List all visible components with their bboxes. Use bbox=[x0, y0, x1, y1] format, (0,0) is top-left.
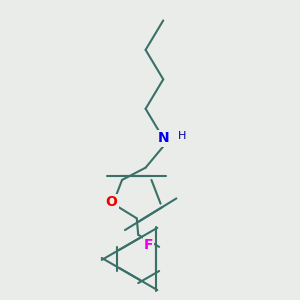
Text: O: O bbox=[106, 195, 117, 209]
Text: F: F bbox=[144, 238, 154, 251]
Text: N: N bbox=[158, 131, 169, 145]
Text: H: H bbox=[178, 131, 187, 141]
